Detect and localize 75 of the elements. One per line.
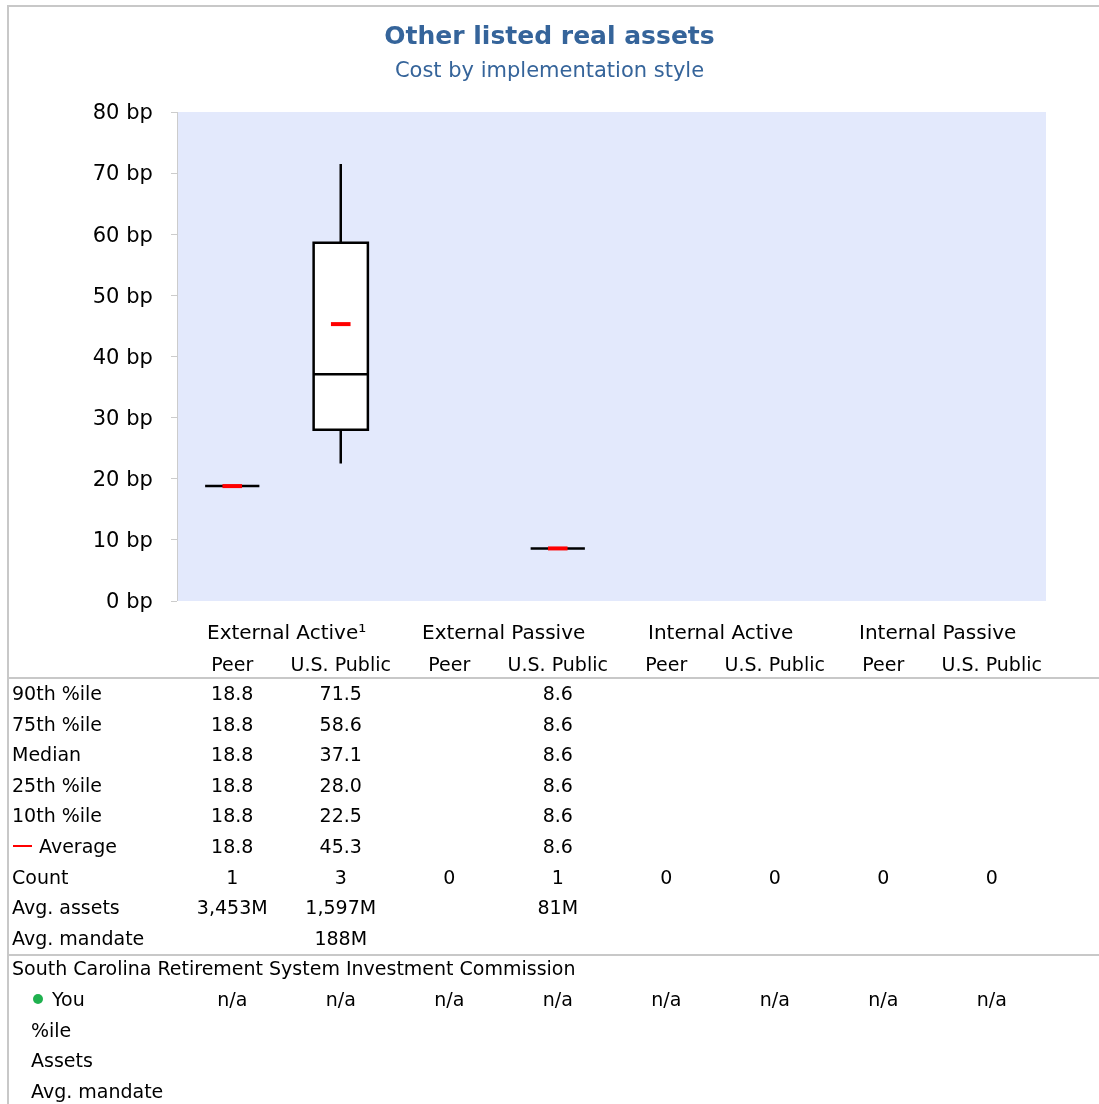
y-tick-label: 60 bp bbox=[92, 222, 153, 247]
text: Count bbox=[12, 864, 69, 889]
text: n/a bbox=[217, 987, 248, 1011]
y-tick-label: 40 bp bbox=[92, 344, 153, 369]
y-tick-label: 10 bp bbox=[92, 528, 153, 553]
text: 18.8 bbox=[211, 772, 254, 797]
text: 0 bbox=[877, 864, 890, 889]
text: 18.8 bbox=[211, 742, 254, 767]
x-tick-label: Peer bbox=[862, 653, 905, 675]
text: 81M bbox=[537, 895, 579, 920]
y-tick-label: 50 bp bbox=[92, 283, 153, 308]
text: 90th %ile bbox=[12, 681, 103, 705]
text: 8.6 bbox=[542, 772, 573, 797]
text: 18.8 bbox=[211, 681, 254, 705]
text: n/a bbox=[868, 987, 899, 1011]
chart-subtitle: Cost by implementation style bbox=[394, 57, 705, 82]
text: n/a bbox=[651, 987, 682, 1011]
x-tick-label: U.S. Public bbox=[941, 653, 1042, 675]
text: South Carolina Retirement System Investment Commission bbox=[12, 956, 576, 981]
text: n/a bbox=[434, 987, 465, 1011]
y-tick-label: 0 bp bbox=[106, 589, 153, 614]
text: n/a bbox=[759, 987, 790, 1011]
x-tick-label: U.S. Public bbox=[507, 653, 608, 675]
text: 18.8 bbox=[211, 803, 254, 828]
text: You bbox=[52, 987, 85, 1011]
text: 8.6 bbox=[542, 711, 573, 736]
text: 0 bbox=[985, 864, 998, 889]
y-tick-label: 70 bp bbox=[92, 161, 153, 186]
text: Avg. mandate bbox=[12, 925, 145, 950]
text: 0 bbox=[768, 864, 781, 889]
text: 8.6 bbox=[542, 834, 573, 858]
x-tick-label: Peer bbox=[211, 653, 254, 675]
text: 45.3 bbox=[319, 834, 362, 858]
text: n/a bbox=[542, 987, 573, 1011]
text: 58.6 bbox=[319, 711, 362, 736]
text: Assets bbox=[31, 1048, 93, 1073]
text: n/a bbox=[976, 987, 1007, 1011]
text: 25th %ile bbox=[12, 772, 103, 797]
text: 1 bbox=[551, 864, 564, 889]
x-tick-label: Peer bbox=[428, 653, 471, 675]
text: 1 bbox=[226, 864, 239, 889]
text: External Active¹ bbox=[207, 620, 367, 644]
text: External Passive bbox=[422, 620, 586, 644]
y-tick-label: 80 bp bbox=[92, 100, 153, 125]
text: Internal Passive bbox=[859, 620, 1017, 644]
text: 10th %ile bbox=[12, 803, 103, 828]
text: Average bbox=[39, 834, 118, 858]
x-tick-label: U.S. Public bbox=[724, 653, 825, 675]
text: %ile bbox=[31, 1017, 72, 1042]
text: 37.1 bbox=[319, 742, 362, 767]
text: 188M bbox=[314, 925, 368, 950]
text: 3,453M bbox=[196, 895, 268, 920]
text: 0 bbox=[443, 864, 456, 889]
text: 1,597M bbox=[305, 895, 377, 920]
y-tick-label: 30 bp bbox=[92, 405, 153, 430]
text: Internal Active bbox=[648, 620, 794, 644]
chart-title: Other listed real assets bbox=[384, 21, 715, 51]
x-tick-label: Peer bbox=[645, 653, 688, 675]
text: 71.5 bbox=[319, 681, 362, 705]
y-tick-label: 20 bp bbox=[92, 467, 153, 492]
text: 8.6 bbox=[542, 803, 573, 828]
text: Median bbox=[12, 742, 82, 767]
text: 8.6 bbox=[542, 681, 573, 705]
text: 3 bbox=[334, 864, 347, 889]
text: 8.6 bbox=[542, 742, 573, 767]
text: Avg. assets bbox=[12, 895, 120, 920]
text: 0 bbox=[660, 864, 673, 889]
text: 18.8 bbox=[211, 711, 254, 736]
text: 22.5 bbox=[319, 803, 362, 828]
x-tick-label: U.S. Public bbox=[290, 653, 391, 675]
text: Avg. mandate bbox=[31, 1078, 164, 1103]
text: n/a bbox=[325, 987, 356, 1011]
text: 75th %ile bbox=[12, 711, 103, 736]
text: 28.0 bbox=[319, 772, 362, 797]
text: 18.8 bbox=[211, 834, 254, 858]
